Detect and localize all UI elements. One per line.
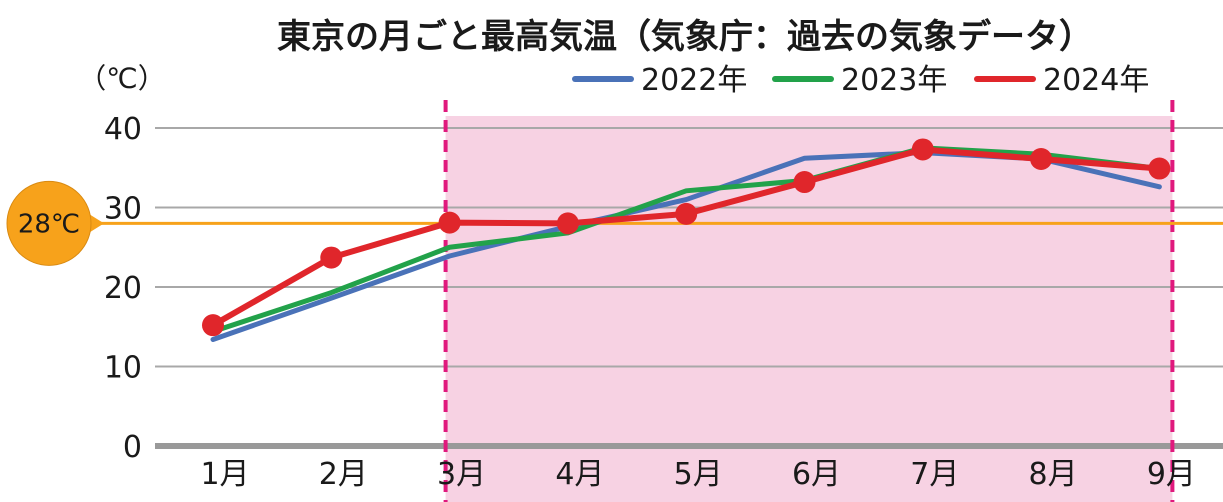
reference-badge-pointer [88,213,104,234]
x-tick-8: 8月 [1029,457,1078,492]
x-tick-6: 6月 [792,457,841,492]
point-2024年-9月 [1148,157,1171,180]
y-unit-label: （℃） [78,62,165,95]
y-tick-0: 0 [123,430,142,465]
x-tick-4: 4月 [555,457,604,492]
reference-badge-label: 28℃ [18,209,80,239]
legend-label-2024年: 2024年 [1043,63,1149,98]
y-tick-40: 40 [104,112,142,147]
point-2024年-5月 [675,202,698,225]
point-2024年-7月 [911,138,934,161]
series-group [202,138,1171,342]
x-tick-9: 9月 [1147,457,1196,492]
point-2024年-2月 [320,246,343,269]
x-tick-2: 2月 [319,457,368,492]
point-2024年-4月 [556,212,579,235]
x-tick-3: 3月 [437,457,486,492]
point-2024年-1月 [202,314,224,337]
y-tick-10: 10 [104,351,142,386]
point-2024年-3月 [438,211,461,234]
x-tick-labels: 1月 2月 3月 4月 5月 6月 7月 8月 9月 [200,457,1195,492]
x-tick-1: 1月 [200,457,249,492]
y-tick-30: 30 [104,192,142,227]
chart-title: 東京の月ごと最高気温（気象庁：過去の気象データ） [277,17,1093,57]
y-tick-20: 20 [104,271,142,306]
reference-badge [6,180,92,266]
reference-line-group: 28℃ [6,180,1223,266]
series-line-2023年 [210,145,1162,335]
x-tick-7: 7月 [910,457,959,492]
x-tick-5: 5月 [674,457,723,492]
y-tick-labels: 0 10 20 30 40 [104,112,142,465]
legend-label-2022年: 2022年 [641,63,747,98]
legend-label-2023年: 2023年 [841,63,947,98]
legend: 2022年 2023年 2024年 [572,63,1149,98]
point-2024年-8月 [1030,148,1053,171]
point-2024年-6月 [793,171,816,194]
